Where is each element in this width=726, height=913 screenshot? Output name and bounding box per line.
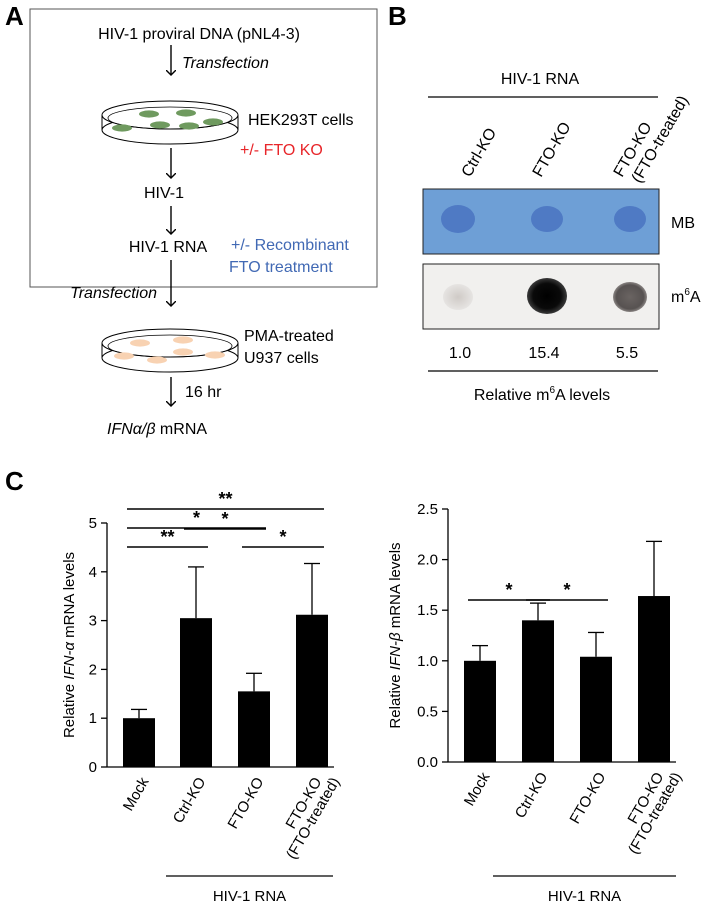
category-label: Mock: [120, 774, 153, 814]
y-axis-label: Relative IFN-β mRNA levels: [387, 542, 404, 728]
hiv1-rna-label: HIV-1 RNA: [129, 239, 208, 256]
ifn-mrna-italic: IFNα/β: [107, 421, 155, 438]
y-tick-label: 0.5: [417, 703, 438, 720]
group-label: HIV-1 RNA: [213, 888, 286, 905]
blot-value-fto-ko: 15.4: [528, 345, 559, 362]
bar: [522, 620, 554, 762]
significance-label: *: [193, 508, 200, 528]
ifn-beta-chart: 0.0 0.5 1.0 1.5 2.0 2.5 Relative IFN-β mRNA le…: [387, 501, 685, 905]
y-axis-label: Relative IFN-α mRNA levels: [61, 552, 78, 738]
y-tick-label: 2.5: [417, 501, 438, 518]
significance-label: *: [279, 527, 286, 547]
category-label: Ctrl-KO: [512, 770, 552, 822]
bar: [638, 596, 670, 762]
group-label: HIV-1 RNA: [548, 888, 621, 905]
transfection-label-1: Transfection: [182, 55, 269, 72]
y-tick-label: 1.0: [417, 653, 438, 670]
recombinant-label-line1: +/- Recombinant: [231, 237, 349, 254]
bar: [464, 660, 496, 762]
y-tick-label: 0: [89, 759, 97, 776]
y-tick-label: 3: [89, 613, 97, 630]
ifn-mrna-label: IFNα/β mRNA: [107, 421, 207, 438]
y-tick-label: 5: [89, 515, 97, 532]
significance-label: **: [160, 527, 174, 547]
hiv1-label: HIV-1: [144, 185, 184, 202]
hek293t-dish-icon: [101, 100, 239, 145]
recombinant-label-line2: FTO treatment: [229, 259, 333, 276]
y-tick-label: 2: [89, 661, 97, 678]
y-tick-label: 1.5: [417, 602, 438, 619]
pma-label-line2: U937 cells: [244, 350, 319, 367]
ifn-alpha-chart: 0 1 2 3 4 5 Relative IFN-α mRNA levels Mock Ctrl…: [61, 489, 343, 905]
y-tick-label: 1: [89, 710, 97, 727]
schematic-frame: [29, 8, 378, 288]
y-tick-label: 4: [89, 564, 97, 581]
u937-dish-icon: [101, 328, 239, 373]
bar: [238, 691, 270, 767]
category-label: FTO-KO: [567, 770, 610, 827]
blot-value-ctrl-ko: 1.0: [449, 345, 471, 362]
mb-blot: [422, 188, 660, 255]
pma-label-line1: PMA-treated: [244, 328, 334, 345]
blot-header: HIV-1 RNA: [501, 71, 580, 88]
transfection-label-2: Transfection: [70, 285, 157, 302]
hek293t-label: HEK293T cells: [248, 112, 354, 129]
category-label: FTO-KO: [225, 775, 268, 832]
blot-value-fto-treated: 5.5: [616, 345, 638, 362]
bar: [180, 618, 212, 767]
bar: [296, 614, 328, 767]
category-label: Ctrl-KO: [170, 775, 210, 827]
blot-footer-label: Relative m6A levels: [474, 385, 610, 404]
bar: [123, 718, 155, 767]
time-label: 16 hr: [185, 384, 222, 401]
proviral-dna-label: HIV-1 proviral DNA (pNL4-3): [98, 26, 300, 43]
lane-label-ctrl-ko: Ctrl-KO: [459, 125, 500, 180]
fto-ko-label: +/- FTO KO: [240, 142, 323, 159]
m6a-row-label: m6A: [671, 287, 701, 306]
y-tick-label: 0.0: [417, 754, 438, 771]
mb-row-label: MB: [671, 215, 695, 232]
significance-label: *: [221, 509, 228, 529]
bar: [580, 656, 612, 762]
panel-label-c: C: [5, 466, 24, 496]
m6a-blot: [422, 263, 660, 330]
panel-label-a: A: [5, 1, 24, 31]
significance-label: *: [505, 580, 512, 600]
significance-label: **: [218, 489, 232, 509]
ifn-mrna-rest: mRNA: [155, 421, 207, 438]
y-tick-label: 2.0: [417, 552, 438, 569]
significance-label: *: [563, 580, 570, 600]
panel-label-b: B: [388, 1, 407, 31]
lane-label-fto-ko: FTO-KO: [530, 119, 575, 180]
category-label: Mock: [461, 769, 494, 809]
